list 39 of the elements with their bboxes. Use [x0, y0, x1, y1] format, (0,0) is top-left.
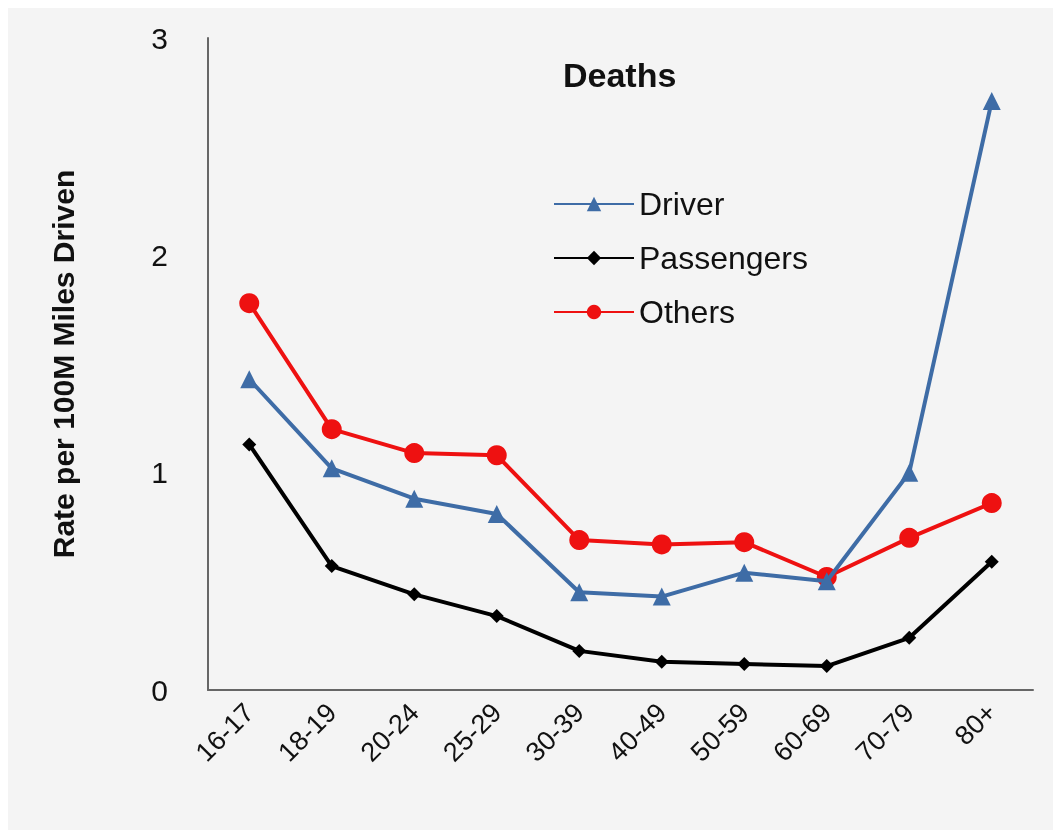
point [737, 656, 752, 671]
point [322, 459, 341, 478]
point [902, 630, 917, 645]
point [569, 530, 590, 551]
point [651, 534, 672, 555]
point [404, 443, 425, 464]
legend-label: Driver [639, 186, 725, 222]
point [817, 572, 836, 591]
legend-label: Passengers [639, 240, 808, 276]
point [324, 559, 339, 574]
y-axis-title: Rate per 100M Miles Driven [46, 169, 80, 559]
legend-label: Others [639, 294, 736, 330]
y-tick-label: 3 [151, 21, 168, 55]
point [652, 587, 671, 606]
point [899, 527, 920, 548]
point [405, 489, 424, 508]
point [735, 563, 754, 582]
x-tick-label: 80+ [948, 697, 1003, 751]
point [984, 554, 999, 569]
y-tick-label: 0 [151, 673, 168, 707]
text: Deaths [563, 56, 677, 94]
point [570, 583, 589, 602]
point [239, 293, 260, 314]
point [734, 532, 755, 553]
point [982, 92, 1001, 111]
point [489, 609, 504, 624]
point [240, 370, 259, 389]
point [654, 654, 669, 669]
point [819, 659, 834, 674]
y-tick-label: 1 [151, 456, 168, 490]
point [981, 493, 1002, 514]
point [486, 445, 507, 466]
point [407, 587, 422, 602]
point [900, 463, 919, 482]
point [321, 419, 342, 440]
point [572, 643, 587, 658]
point [487, 504, 506, 523]
y-tick-label: 2 [151, 238, 168, 272]
point [242, 437, 257, 452]
